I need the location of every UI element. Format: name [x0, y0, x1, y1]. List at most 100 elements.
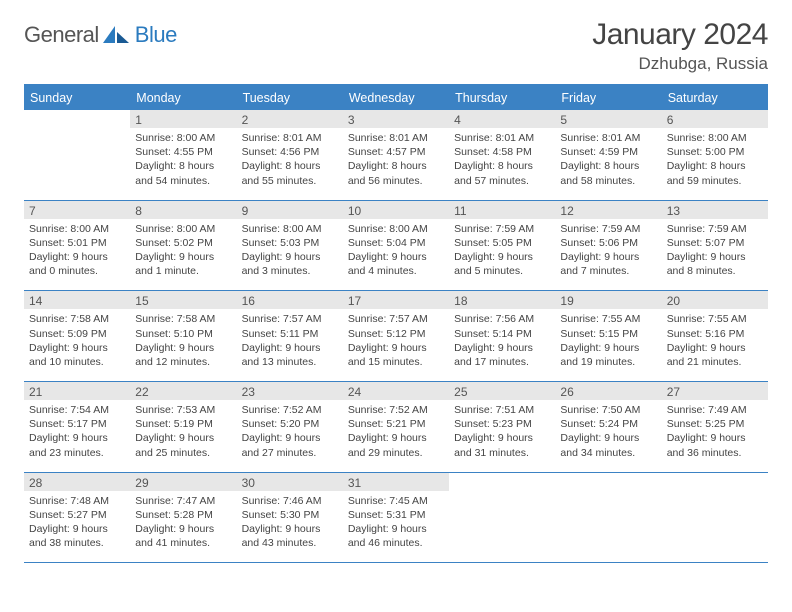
- day-number: 20: [662, 291, 768, 309]
- calendar-day-cell: 17Sunrise: 7:57 AMSunset: 5:12 PMDayligh…: [343, 291, 449, 381]
- calendar-day-cell: 28Sunrise: 7:48 AMSunset: 5:27 PMDayligh…: [24, 473, 130, 563]
- day-sunset: Sunset: 5:19 PM: [135, 417, 231, 431]
- day-daylight2: and 5 minutes.: [454, 264, 550, 278]
- day-daylight2: and 15 minutes.: [348, 355, 444, 369]
- weekday-header: Thursday: [449, 86, 555, 110]
- day-sunrise: Sunrise: 7:58 AM: [29, 312, 125, 326]
- weekday-header: Monday: [130, 86, 236, 110]
- day-number: 25: [449, 382, 555, 400]
- day-number: 12: [555, 201, 661, 219]
- logo-text-blue: Blue: [135, 22, 177, 48]
- day-sunrise: Sunrise: 7:45 AM: [348, 494, 444, 508]
- day-details: Sunrise: 8:00 AMSunset: 5:02 PMDaylight:…: [130, 219, 236, 291]
- day-details: [24, 128, 130, 188]
- day-sunrise: Sunrise: 7:57 AM: [242, 312, 338, 326]
- day-sunset: Sunset: 5:06 PM: [560, 236, 656, 250]
- day-daylight2: and 46 minutes.: [348, 536, 444, 550]
- day-daylight1: Daylight: 9 hours: [29, 522, 125, 536]
- day-number: [449, 473, 555, 491]
- day-daylight2: and 4 minutes.: [348, 264, 444, 278]
- day-daylight2: and 29 minutes.: [348, 446, 444, 460]
- day-details: Sunrise: 7:58 AMSunset: 5:09 PMDaylight:…: [24, 309, 130, 381]
- calendar-day-cell: 10Sunrise: 8:00 AMSunset: 5:04 PMDayligh…: [343, 201, 449, 291]
- calendar-day-cell: 5Sunrise: 8:01 AMSunset: 4:59 PMDaylight…: [555, 110, 661, 200]
- day-daylight2: and 57 minutes.: [454, 174, 550, 188]
- day-daylight1: Daylight: 8 hours: [242, 159, 338, 173]
- day-daylight1: Daylight: 9 hours: [348, 341, 444, 355]
- day-daylight1: Daylight: 9 hours: [454, 250, 550, 264]
- day-daylight2: and 13 minutes.: [242, 355, 338, 369]
- day-sunset: Sunset: 5:21 PM: [348, 417, 444, 431]
- calendar-week: 1Sunrise: 8:00 AMSunset: 4:55 PMDaylight…: [24, 110, 768, 201]
- day-sunrise: Sunrise: 7:56 AM: [454, 312, 550, 326]
- day-details: Sunrise: 7:57 AMSunset: 5:12 PMDaylight:…: [343, 309, 449, 381]
- day-number: [24, 110, 130, 128]
- day-sunset: Sunset: 5:01 PM: [29, 236, 125, 250]
- day-daylight1: Daylight: 9 hours: [667, 431, 763, 445]
- day-sunset: Sunset: 5:02 PM: [135, 236, 231, 250]
- logo-sail-icon: [103, 26, 131, 44]
- day-daylight2: and 7 minutes.: [560, 264, 656, 278]
- day-daylight1: Daylight: 8 hours: [454, 159, 550, 173]
- day-sunset: Sunset: 4:56 PM: [242, 145, 338, 159]
- day-daylight1: Daylight: 9 hours: [667, 250, 763, 264]
- day-sunset: Sunset: 5:04 PM: [348, 236, 444, 250]
- day-details: Sunrise: 7:58 AMSunset: 5:10 PMDaylight:…: [130, 309, 236, 381]
- day-sunset: Sunset: 5:09 PM: [29, 327, 125, 341]
- day-sunset: Sunset: 5:25 PM: [667, 417, 763, 431]
- calendar-day-cell: 7Sunrise: 8:00 AMSunset: 5:01 PMDaylight…: [24, 201, 130, 291]
- day-number: 5: [555, 110, 661, 128]
- logo-text-general: General: [24, 22, 99, 48]
- day-sunrise: Sunrise: 8:00 AM: [242, 222, 338, 236]
- calendar-day-cell: 31Sunrise: 7:45 AMSunset: 5:31 PMDayligh…: [343, 473, 449, 563]
- day-number: 6: [662, 110, 768, 128]
- day-daylight2: and 43 minutes.: [242, 536, 338, 550]
- day-number: 14: [24, 291, 130, 309]
- weekday-header: Friday: [555, 86, 661, 110]
- day-sunset: Sunset: 5:30 PM: [242, 508, 338, 522]
- day-sunrise: Sunrise: 8:01 AM: [348, 131, 444, 145]
- day-daylight2: and 27 minutes.: [242, 446, 338, 460]
- day-sunrise: Sunrise: 7:55 AM: [667, 312, 763, 326]
- day-details: Sunrise: 7:46 AMSunset: 5:30 PMDaylight:…: [237, 491, 343, 563]
- calendar-day-cell: 29Sunrise: 7:47 AMSunset: 5:28 PMDayligh…: [130, 473, 236, 563]
- day-sunrise: Sunrise: 7:48 AM: [29, 494, 125, 508]
- calendar-day-cell: 1Sunrise: 8:00 AMSunset: 4:55 PMDaylight…: [130, 110, 236, 200]
- day-daylight1: Daylight: 9 hours: [242, 250, 338, 264]
- day-sunset: Sunset: 5:15 PM: [560, 327, 656, 341]
- day-sunset: Sunset: 5:24 PM: [560, 417, 656, 431]
- day-sunset: Sunset: 5:00 PM: [667, 145, 763, 159]
- day-daylight2: and 54 minutes.: [135, 174, 231, 188]
- calendar-day-cell: 25Sunrise: 7:51 AMSunset: 5:23 PMDayligh…: [449, 382, 555, 472]
- calendar-week: 21Sunrise: 7:54 AMSunset: 5:17 PMDayligh…: [24, 382, 768, 473]
- month-title: January 2024: [592, 18, 768, 52]
- day-details: Sunrise: 7:54 AMSunset: 5:17 PMDaylight:…: [24, 400, 130, 472]
- day-details: Sunrise: 7:45 AMSunset: 5:31 PMDaylight:…: [343, 491, 449, 563]
- day-daylight2: and 25 minutes.: [135, 446, 231, 460]
- day-sunset: Sunset: 5:28 PM: [135, 508, 231, 522]
- day-number: 26: [555, 382, 661, 400]
- day-details: [449, 491, 555, 551]
- day-number: 17: [343, 291, 449, 309]
- day-daylight1: Daylight: 9 hours: [454, 341, 550, 355]
- day-daylight2: and 36 minutes.: [667, 446, 763, 460]
- day-sunset: Sunset: 5:11 PM: [242, 327, 338, 341]
- day-details: Sunrise: 7:56 AMSunset: 5:14 PMDaylight:…: [449, 309, 555, 381]
- day-sunrise: Sunrise: 7:59 AM: [454, 222, 550, 236]
- day-sunset: Sunset: 5:05 PM: [454, 236, 550, 250]
- day-daylight2: and 0 minutes.: [29, 264, 125, 278]
- calendar-day-cell: 27Sunrise: 7:49 AMSunset: 5:25 PMDayligh…: [662, 382, 768, 472]
- day-details: Sunrise: 8:01 AMSunset: 4:56 PMDaylight:…: [237, 128, 343, 200]
- day-number: 21: [24, 382, 130, 400]
- calendar-day-cell: [449, 473, 555, 563]
- day-sunrise: Sunrise: 7:52 AM: [348, 403, 444, 417]
- day-sunrise: Sunrise: 7:53 AM: [135, 403, 231, 417]
- calendar-day-cell: 13Sunrise: 7:59 AMSunset: 5:07 PMDayligh…: [662, 201, 768, 291]
- day-sunset: Sunset: 5:07 PM: [667, 236, 763, 250]
- day-sunrise: Sunrise: 7:59 AM: [560, 222, 656, 236]
- day-details: Sunrise: 7:50 AMSunset: 5:24 PMDaylight:…: [555, 400, 661, 472]
- day-details: Sunrise: 8:01 AMSunset: 4:58 PMDaylight:…: [449, 128, 555, 200]
- day-details: Sunrise: 7:48 AMSunset: 5:27 PMDaylight:…: [24, 491, 130, 563]
- day-details: Sunrise: 8:00 AMSunset: 5:04 PMDaylight:…: [343, 219, 449, 291]
- day-details: Sunrise: 8:00 AMSunset: 5:01 PMDaylight:…: [24, 219, 130, 291]
